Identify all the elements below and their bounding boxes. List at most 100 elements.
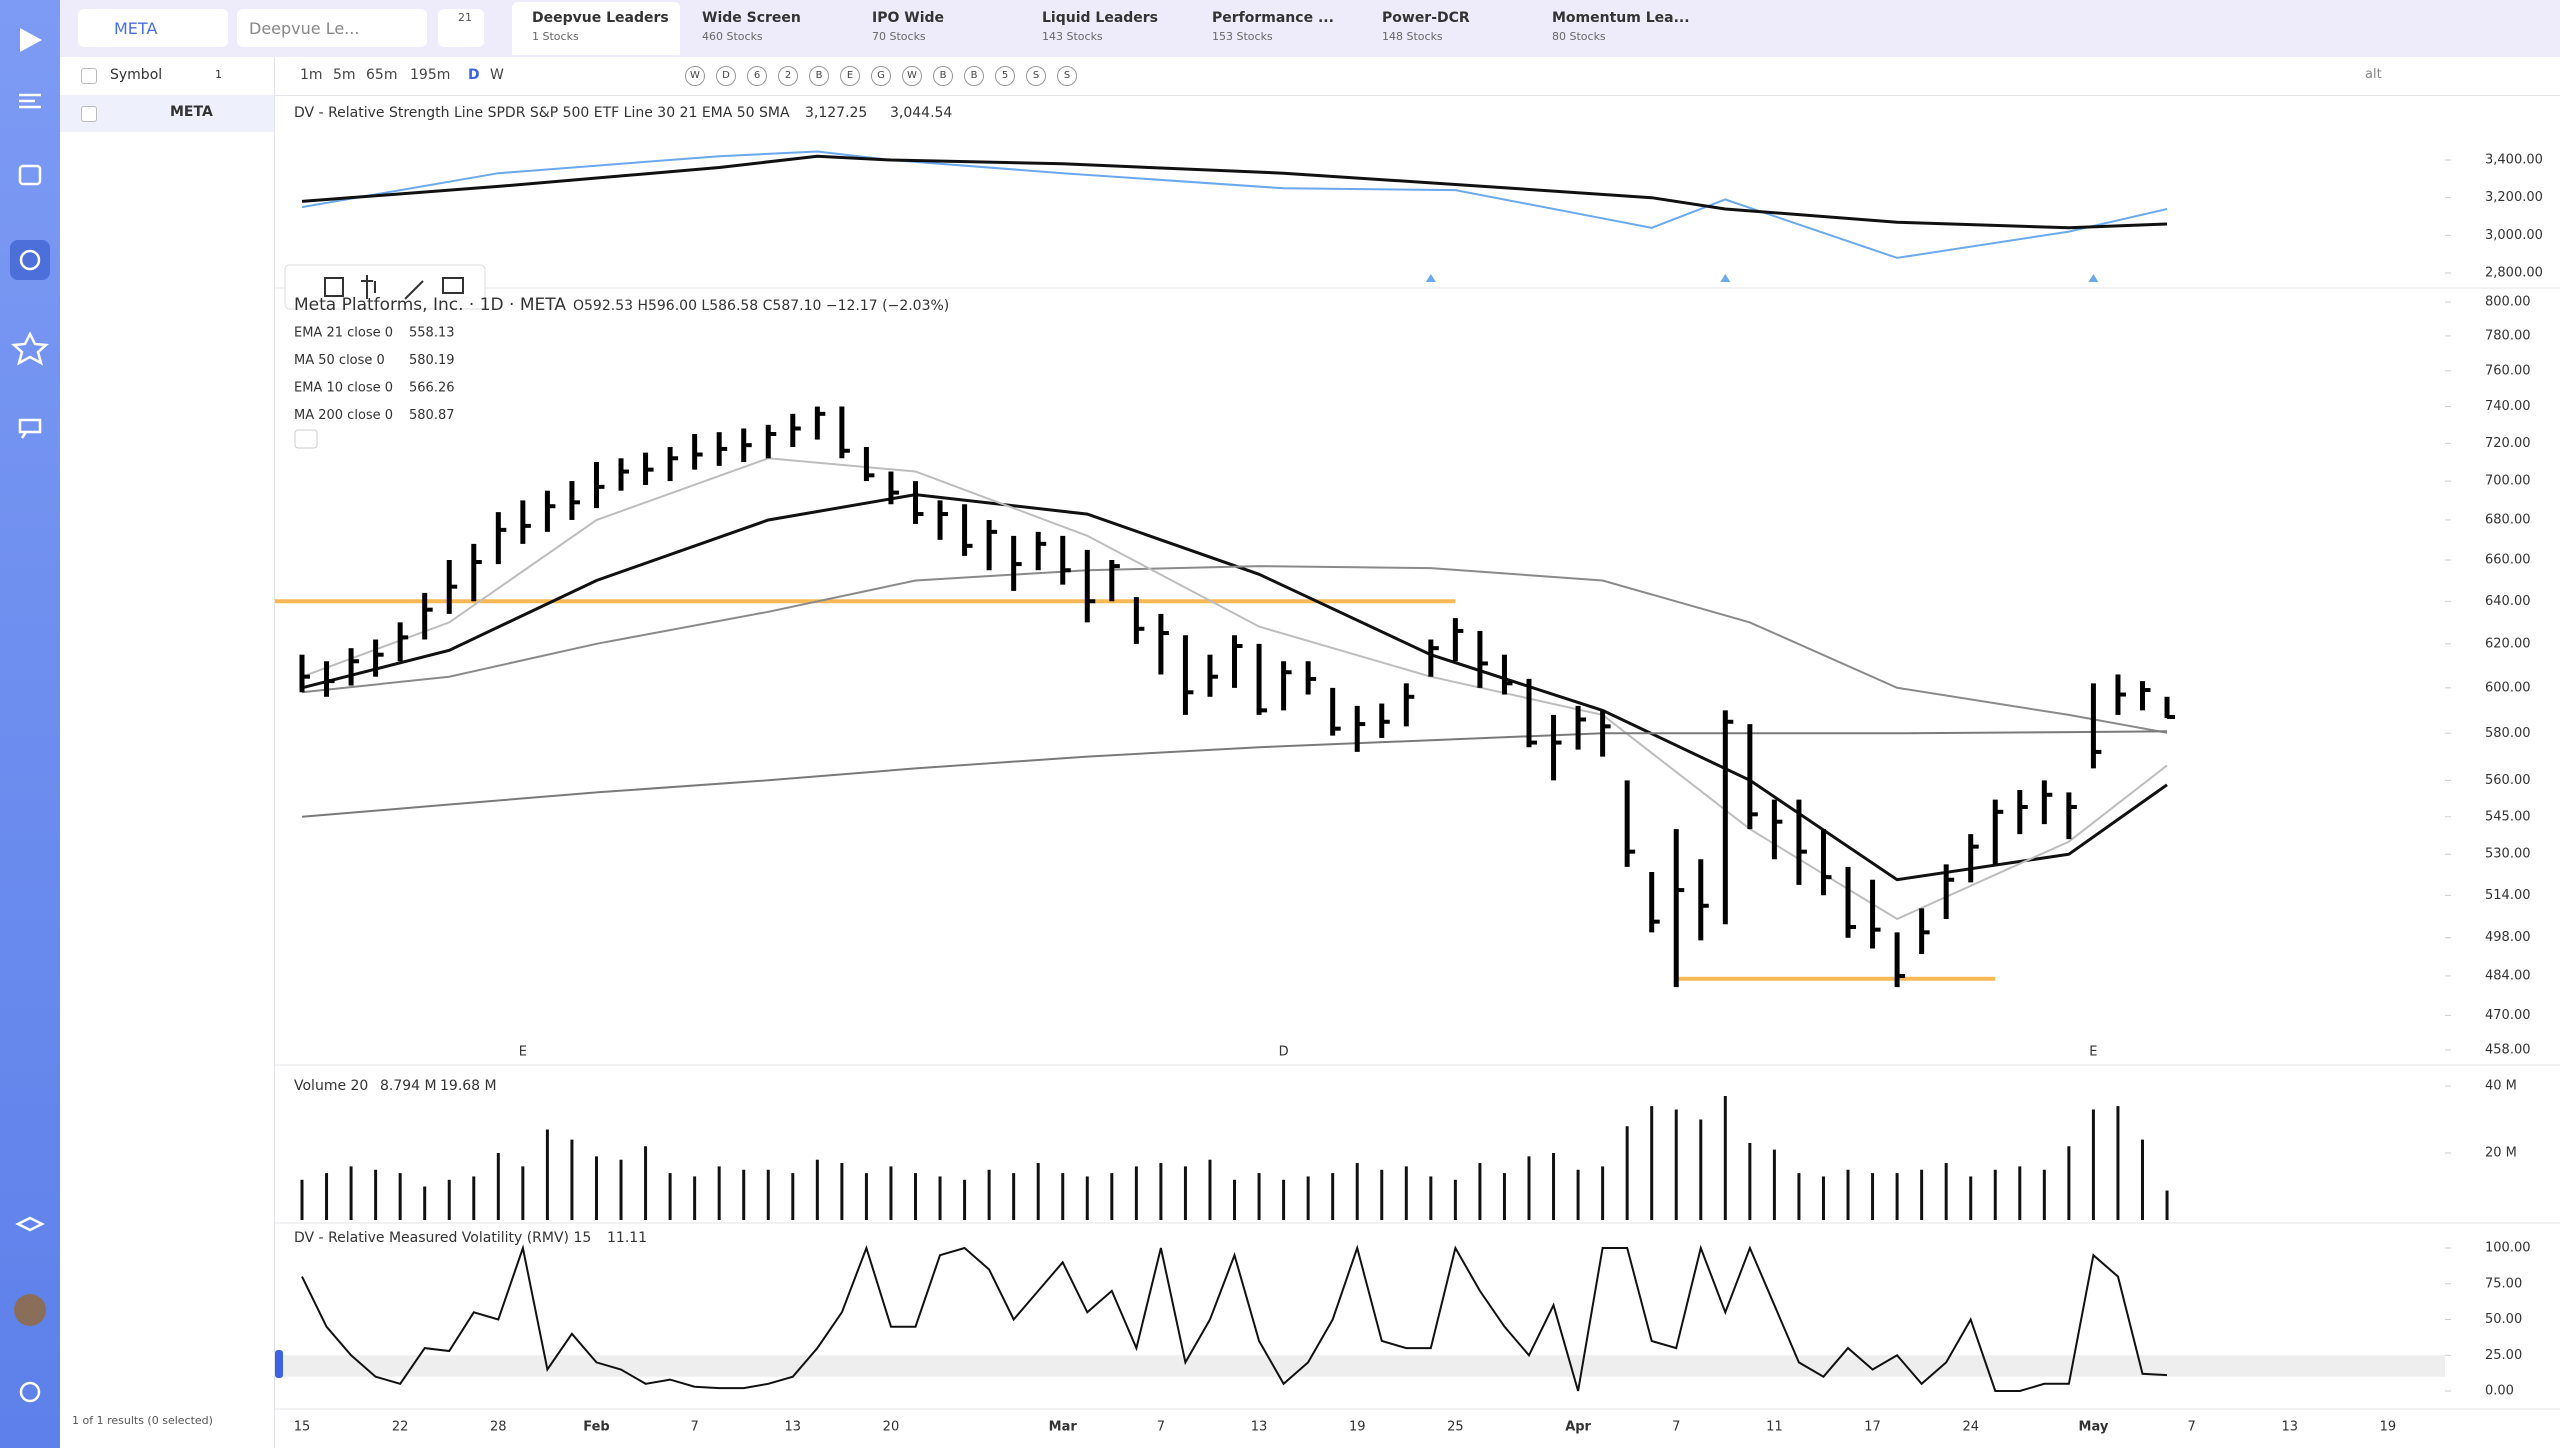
y-tick-label: 560.00 [2485, 773, 2531, 788]
y-tick-label: 3,000.00 [2485, 228, 2543, 243]
watchlist-tab[interactable]: Liquid Leaders 143 Stocks [1022, 2, 1190, 55]
collapse-button[interactable] [294, 429, 318, 449]
moving-average [301, 730, 2168, 818]
x-tick-label: May [2079, 1420, 2109, 1435]
x-tick-label: 17 [1864, 1420, 1881, 1435]
indicator-button[interactable]: 6 [747, 66, 767, 86]
rmv-title: DV - Relative Measured Volatility (RMV) … [294, 1230, 591, 1246]
y-tick-label: 720.00 [2485, 436, 2531, 451]
nav-icons[interactable] [10, 93, 50, 1403]
indicator-button[interactable]: D [716, 66, 736, 86]
y-tick-label: 0.00 [2485, 1384, 2514, 1399]
row-symbol: META [170, 104, 213, 120]
x-tick-label: 13 [2281, 1420, 2298, 1435]
y-tick-label: 800.00 [2485, 295, 2531, 310]
interval-button[interactable]: 195m [410, 67, 451, 83]
legend-value: 566.26 [409, 381, 455, 396]
event-marker: E [2089, 1045, 2097, 1060]
y-tick-label: 3,400.00 [2485, 153, 2543, 168]
indicator-button[interactable]: E [840, 66, 860, 86]
alt-select[interactable]: alt [2365, 67, 2382, 82]
chart: 3,400.00 3,200.00 3,000.00 2,800.00 DV - Rel… [275, 105, 2560, 1435]
watchlist-tab[interactable]: Performance ... 153 Stocks [1192, 2, 1360, 55]
tab-count: 80 Stocks [1552, 30, 1606, 43]
y-tick-label: 498.00 [2485, 930, 2531, 945]
y-tick-label: 470.00 [2485, 1008, 2531, 1023]
rs-marker [2088, 274, 2099, 282]
tool-icon [404, 280, 424, 300]
top-bar: META Deepvue Le... 21 Deepvue Leaders 1 Stoc… [60, 0, 2560, 58]
header-checkbox[interactable] [81, 68, 97, 84]
indicator-button[interactable]: G [871, 66, 891, 86]
symbol-header: Symbol [110, 67, 163, 83]
x-tick-label: 13 [785, 1420, 802, 1435]
legend-name: EMA 10 close 0 [294, 381, 393, 396]
watchlist-tab[interactable]: Power-DCR 148 Stocks [1362, 2, 1530, 55]
watchlist-tab[interactable]: Momentum Lea... 80 Stocks [1532, 2, 1700, 55]
watchlist-tab[interactable]: Deepvue Leaders 1 Stocks [512, 2, 680, 55]
rmv-handle[interactable] [275, 1350, 283, 1378]
indicator-button[interactable]: W [685, 66, 705, 86]
moving-average [301, 457, 2168, 921]
indicator-button[interactable]: B [809, 66, 829, 86]
y-tick-label: 514.00 [2485, 888, 2531, 903]
legend-value: 558.13 [409, 326, 455, 341]
tool-icon [361, 275, 376, 299]
toolbar-bg [284, 264, 486, 310]
interval-button[interactable]: W [490, 67, 504, 83]
drawing-toolbar[interactable] [284, 264, 486, 310]
y-tick-label: 760.00 [2485, 363, 2531, 378]
watchlist-tab[interactable]: IPO Wide 70 Stocks [852, 2, 1020, 55]
x-tick-label: 25 [1447, 1420, 1464, 1435]
indicator-button[interactable]: W [902, 66, 922, 86]
interval-button[interactable]: 1m [300, 67, 323, 83]
tool-icon [442, 277, 464, 294]
tab-count: 143 Stocks [1042, 30, 1103, 43]
indicator-button[interactable]: 5 [995, 66, 1015, 86]
tab-name: Deepvue Leaders [532, 10, 669, 26]
y-tick-label: 484.00 [2485, 968, 2531, 983]
y-tick-label: 40 M [2485, 1079, 2517, 1094]
watchlist-tab[interactable]: Wide Screen 460 Stocks [682, 2, 850, 55]
interval-button[interactable]: D [468, 67, 480, 83]
watchlist-panel: Symbol 1 META 1 of 1 results (0 selected) [60, 57, 275, 1448]
rs-marker [1720, 274, 1731, 282]
watchlist-select[interactable]: Deepvue Le... [237, 9, 427, 47]
tab-name: Power-DCR [1382, 10, 1470, 26]
interval-button[interactable]: 65m [366, 67, 398, 83]
y-tick-label: 75.00 [2485, 1276, 2522, 1291]
row-checkbox[interactable] [81, 106, 97, 122]
y-tick-label: 580.00 [2485, 726, 2531, 741]
moving-average [301, 565, 2168, 734]
interval-button[interactable]: 5m [333, 67, 356, 83]
x-tick-label: 15 [294, 1420, 311, 1435]
rs-legend-value: 3,044.54 [890, 105, 952, 121]
tab-name: Wide Screen [702, 10, 801, 26]
legend-value: 580.87 [409, 408, 455, 423]
avatar[interactable] [14, 1294, 46, 1326]
y-tick-label: 620.00 [2485, 636, 2531, 651]
y-tick-label: 100.00 [2485, 1241, 2531, 1256]
indicator-button[interactable]: S [1057, 66, 1077, 86]
icons [10, 28, 50, 1403]
legend-value: 580.19 [409, 353, 455, 368]
x-tick-label: Feb [583, 1420, 609, 1435]
y-tick-label: 530.00 [2485, 847, 2531, 862]
y-tick-label: 2,800.00 [2485, 266, 2543, 281]
tab-count: 460 Stocks [702, 30, 763, 43]
legend-name: MA 200 close 0 [294, 408, 393, 423]
volume-legend-value: 19.68 M [440, 1078, 497, 1094]
indicator-button[interactable]: B [964, 66, 984, 86]
search-box[interactable]: META [78, 9, 228, 47]
y-tick-label: 780.00 [2485, 328, 2531, 343]
indicator-button[interactable]: B [933, 66, 953, 86]
indicator-button[interactable]: S [1026, 66, 1046, 86]
rmv-band [275, 1355, 2445, 1377]
watchlist-row[interactable]: META [60, 95, 274, 132]
y-tick-label: 740.00 [2485, 399, 2531, 414]
y-tick-label: 458.00 [2485, 1043, 2531, 1058]
sort-badge[interactable]: 21 [438, 9, 484, 47]
indicator-button[interactable]: 2 [778, 66, 798, 86]
x-tick-label: 7 [1672, 1420, 1680, 1435]
x-tick-label: Apr [1565, 1420, 1591, 1435]
